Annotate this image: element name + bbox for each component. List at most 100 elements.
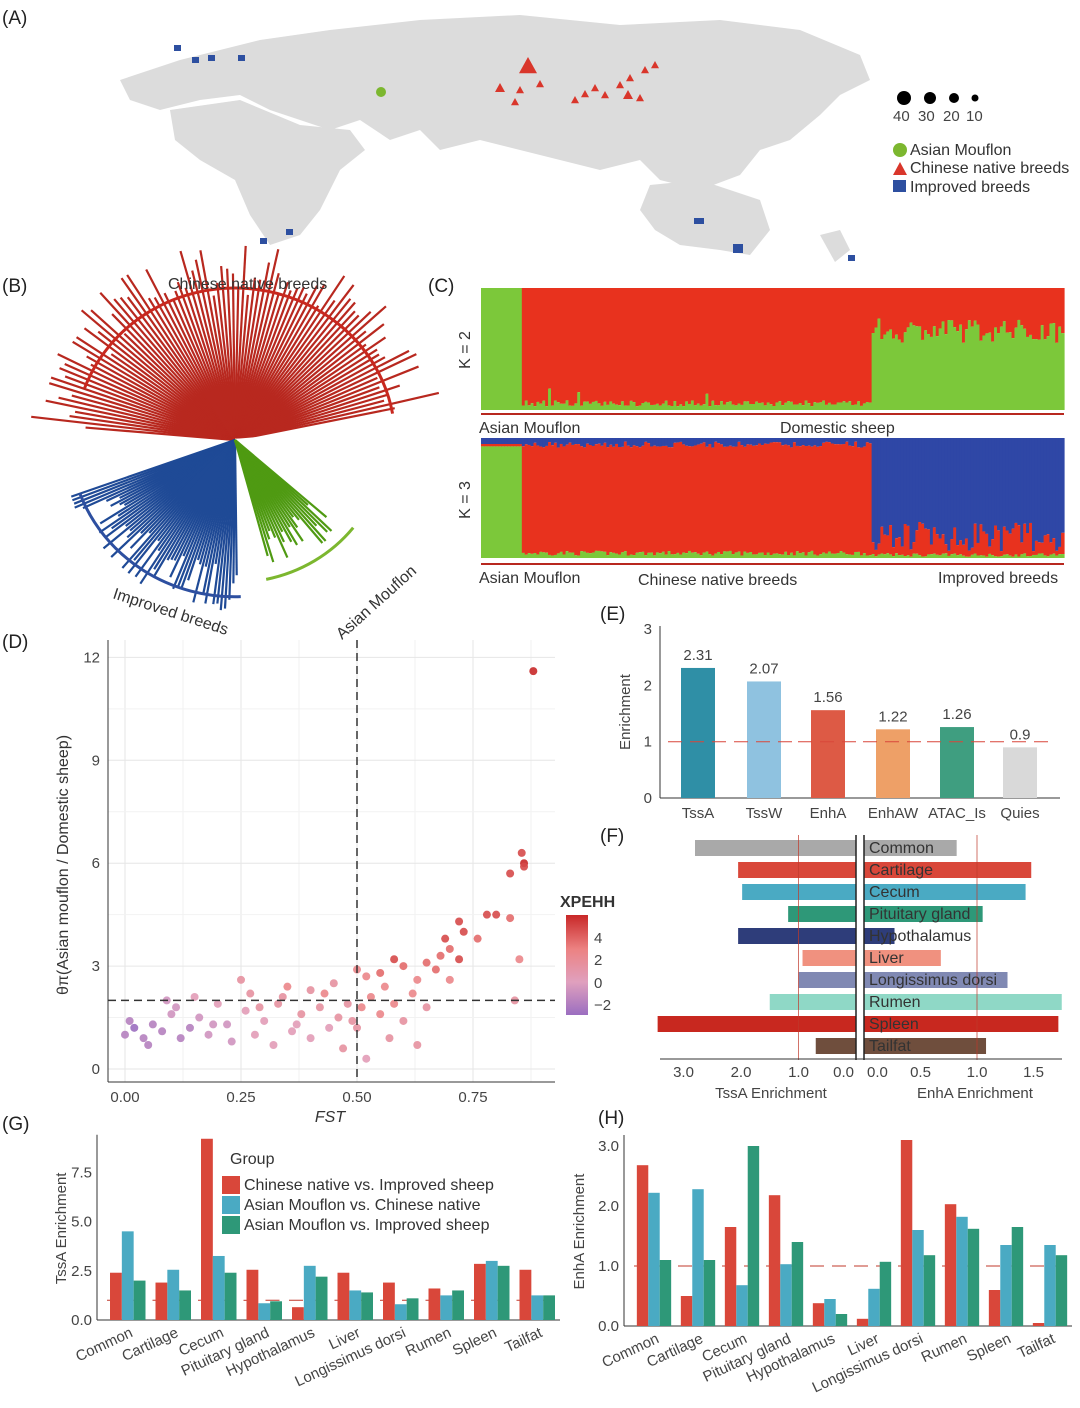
scatter-point (283, 982, 292, 991)
scatter-point (260, 1016, 269, 1025)
k2-bar-green (1023, 328, 1027, 410)
k3-bar-red (851, 446, 855, 555)
k2-bar-green (623, 405, 628, 410)
k2-bar-green (1061, 333, 1065, 410)
bar (900, 1140, 913, 1326)
k3-bar-blue (746, 438, 750, 445)
k2-bar-red (824, 288, 829, 405)
k3-bar-red (833, 444, 838, 554)
k2-bar-green (868, 402, 873, 410)
legend-label: Asian Mouflon (910, 142, 1011, 159)
k2-bar-green (504, 288, 508, 410)
k3-bar-blue (728, 438, 733, 446)
k2-bar-green (740, 404, 744, 410)
x-tick-label: EnhA (810, 805, 847, 822)
k2-bar-red (886, 288, 890, 332)
native-breed-marker (626, 74, 634, 82)
k3-bar-green (991, 555, 995, 558)
k2-bar-red (816, 288, 820, 403)
x-tick-label: Tailfat (1015, 1330, 1058, 1362)
k2-bar-red (717, 288, 721, 406)
k3-bar-red (880, 526, 884, 554)
k2-bar-green (722, 404, 727, 410)
k3-bar-red (577, 444, 581, 556)
k3-bar-red (976, 542, 981, 556)
k3-bar-green (956, 555, 960, 558)
k2-bar-red (775, 288, 779, 403)
k3-bar-blue (757, 438, 762, 444)
k2-bar-red (1002, 288, 1007, 322)
size-label: 30 (918, 108, 935, 125)
k2-bar-green (618, 405, 622, 410)
k3-bar-red (542, 447, 546, 553)
k3-bar-red (915, 530, 919, 554)
k2-bar-green (498, 288, 503, 410)
k2-bar-green (848, 401, 852, 410)
k3-bar-red (679, 441, 683, 555)
k2-bar-green (1029, 334, 1033, 410)
k3-bar-red (769, 442, 774, 555)
k2-bar-red (1014, 288, 1018, 328)
k2-bar-red (874, 288, 879, 328)
k2-bar-green (763, 405, 768, 410)
tssa-bar (815, 1038, 856, 1054)
k3-bar-red (970, 547, 975, 555)
k3-bar-blue (784, 438, 788, 445)
k2-bar-red (737, 288, 742, 404)
k3-bar-green (1011, 556, 1016, 558)
k3-bar-green (915, 553, 919, 558)
k3-bar-blue (938, 438, 943, 539)
bar (1000, 1245, 1012, 1326)
k2-bar-green (999, 326, 1004, 410)
k3-bar-blue (819, 438, 823, 447)
k2-bar-red (638, 288, 642, 406)
k3-bar-blue (600, 438, 605, 446)
native-breed-marker (516, 86, 524, 94)
k3-bar-blue (585, 438, 590, 444)
k3-bar-blue (530, 438, 535, 447)
k2-bar-red (722, 288, 727, 405)
bar (659, 1260, 672, 1326)
panel-label-e: (E) (600, 604, 625, 625)
scatter-point (190, 992, 199, 1001)
k3-bar-green (763, 555, 768, 558)
k3-bar-red (775, 442, 779, 554)
legend-label: Chinese native breeds (910, 160, 1069, 177)
y-axis-title: θπ(Asian mouflon / Domestic sheep) (55, 735, 72, 995)
k2-bar-red (690, 288, 695, 401)
k3-bar-red (658, 446, 663, 554)
k3-bar-blue (711, 438, 715, 448)
k2-bar-green (682, 406, 686, 410)
k2-bar-green (857, 401, 861, 410)
k2-bar-red (711, 288, 715, 401)
tssa-bar (788, 906, 856, 922)
k3-bar-green (644, 555, 648, 558)
scatter-point (204, 1030, 213, 1039)
bar (923, 1255, 936, 1326)
k3-bar-red (991, 539, 995, 556)
k2-bar-red (521, 288, 526, 406)
k3-bar-blue (667, 438, 672, 448)
k2-bar-red (1026, 288, 1030, 337)
k2-bar-red (862, 288, 867, 404)
k2-bar-green (708, 406, 712, 410)
k3-bar-red (722, 446, 727, 552)
k2-bar-green (929, 336, 934, 410)
k2-bar-green (769, 404, 774, 410)
k2-bar-green (970, 326, 975, 410)
bar (692, 1189, 704, 1326)
k3-bar-green (752, 554, 756, 558)
k3-bar-red (961, 544, 966, 556)
k3-bar-blue (772, 438, 777, 443)
scatter-point (246, 989, 255, 998)
k2-bar-green (1049, 323, 1053, 410)
k3-bar-red (830, 443, 835, 554)
k3-bar-green (950, 554, 954, 558)
scatter-point (195, 1013, 204, 1022)
k3-bar-green (947, 555, 951, 558)
k2-bar-green (1040, 325, 1045, 410)
scatter-point (455, 955, 464, 964)
x-axis-title: FST (315, 1109, 346, 1126)
tssa-bar (657, 1016, 856, 1032)
left-tick-label: 1.0 (788, 1064, 809, 1081)
